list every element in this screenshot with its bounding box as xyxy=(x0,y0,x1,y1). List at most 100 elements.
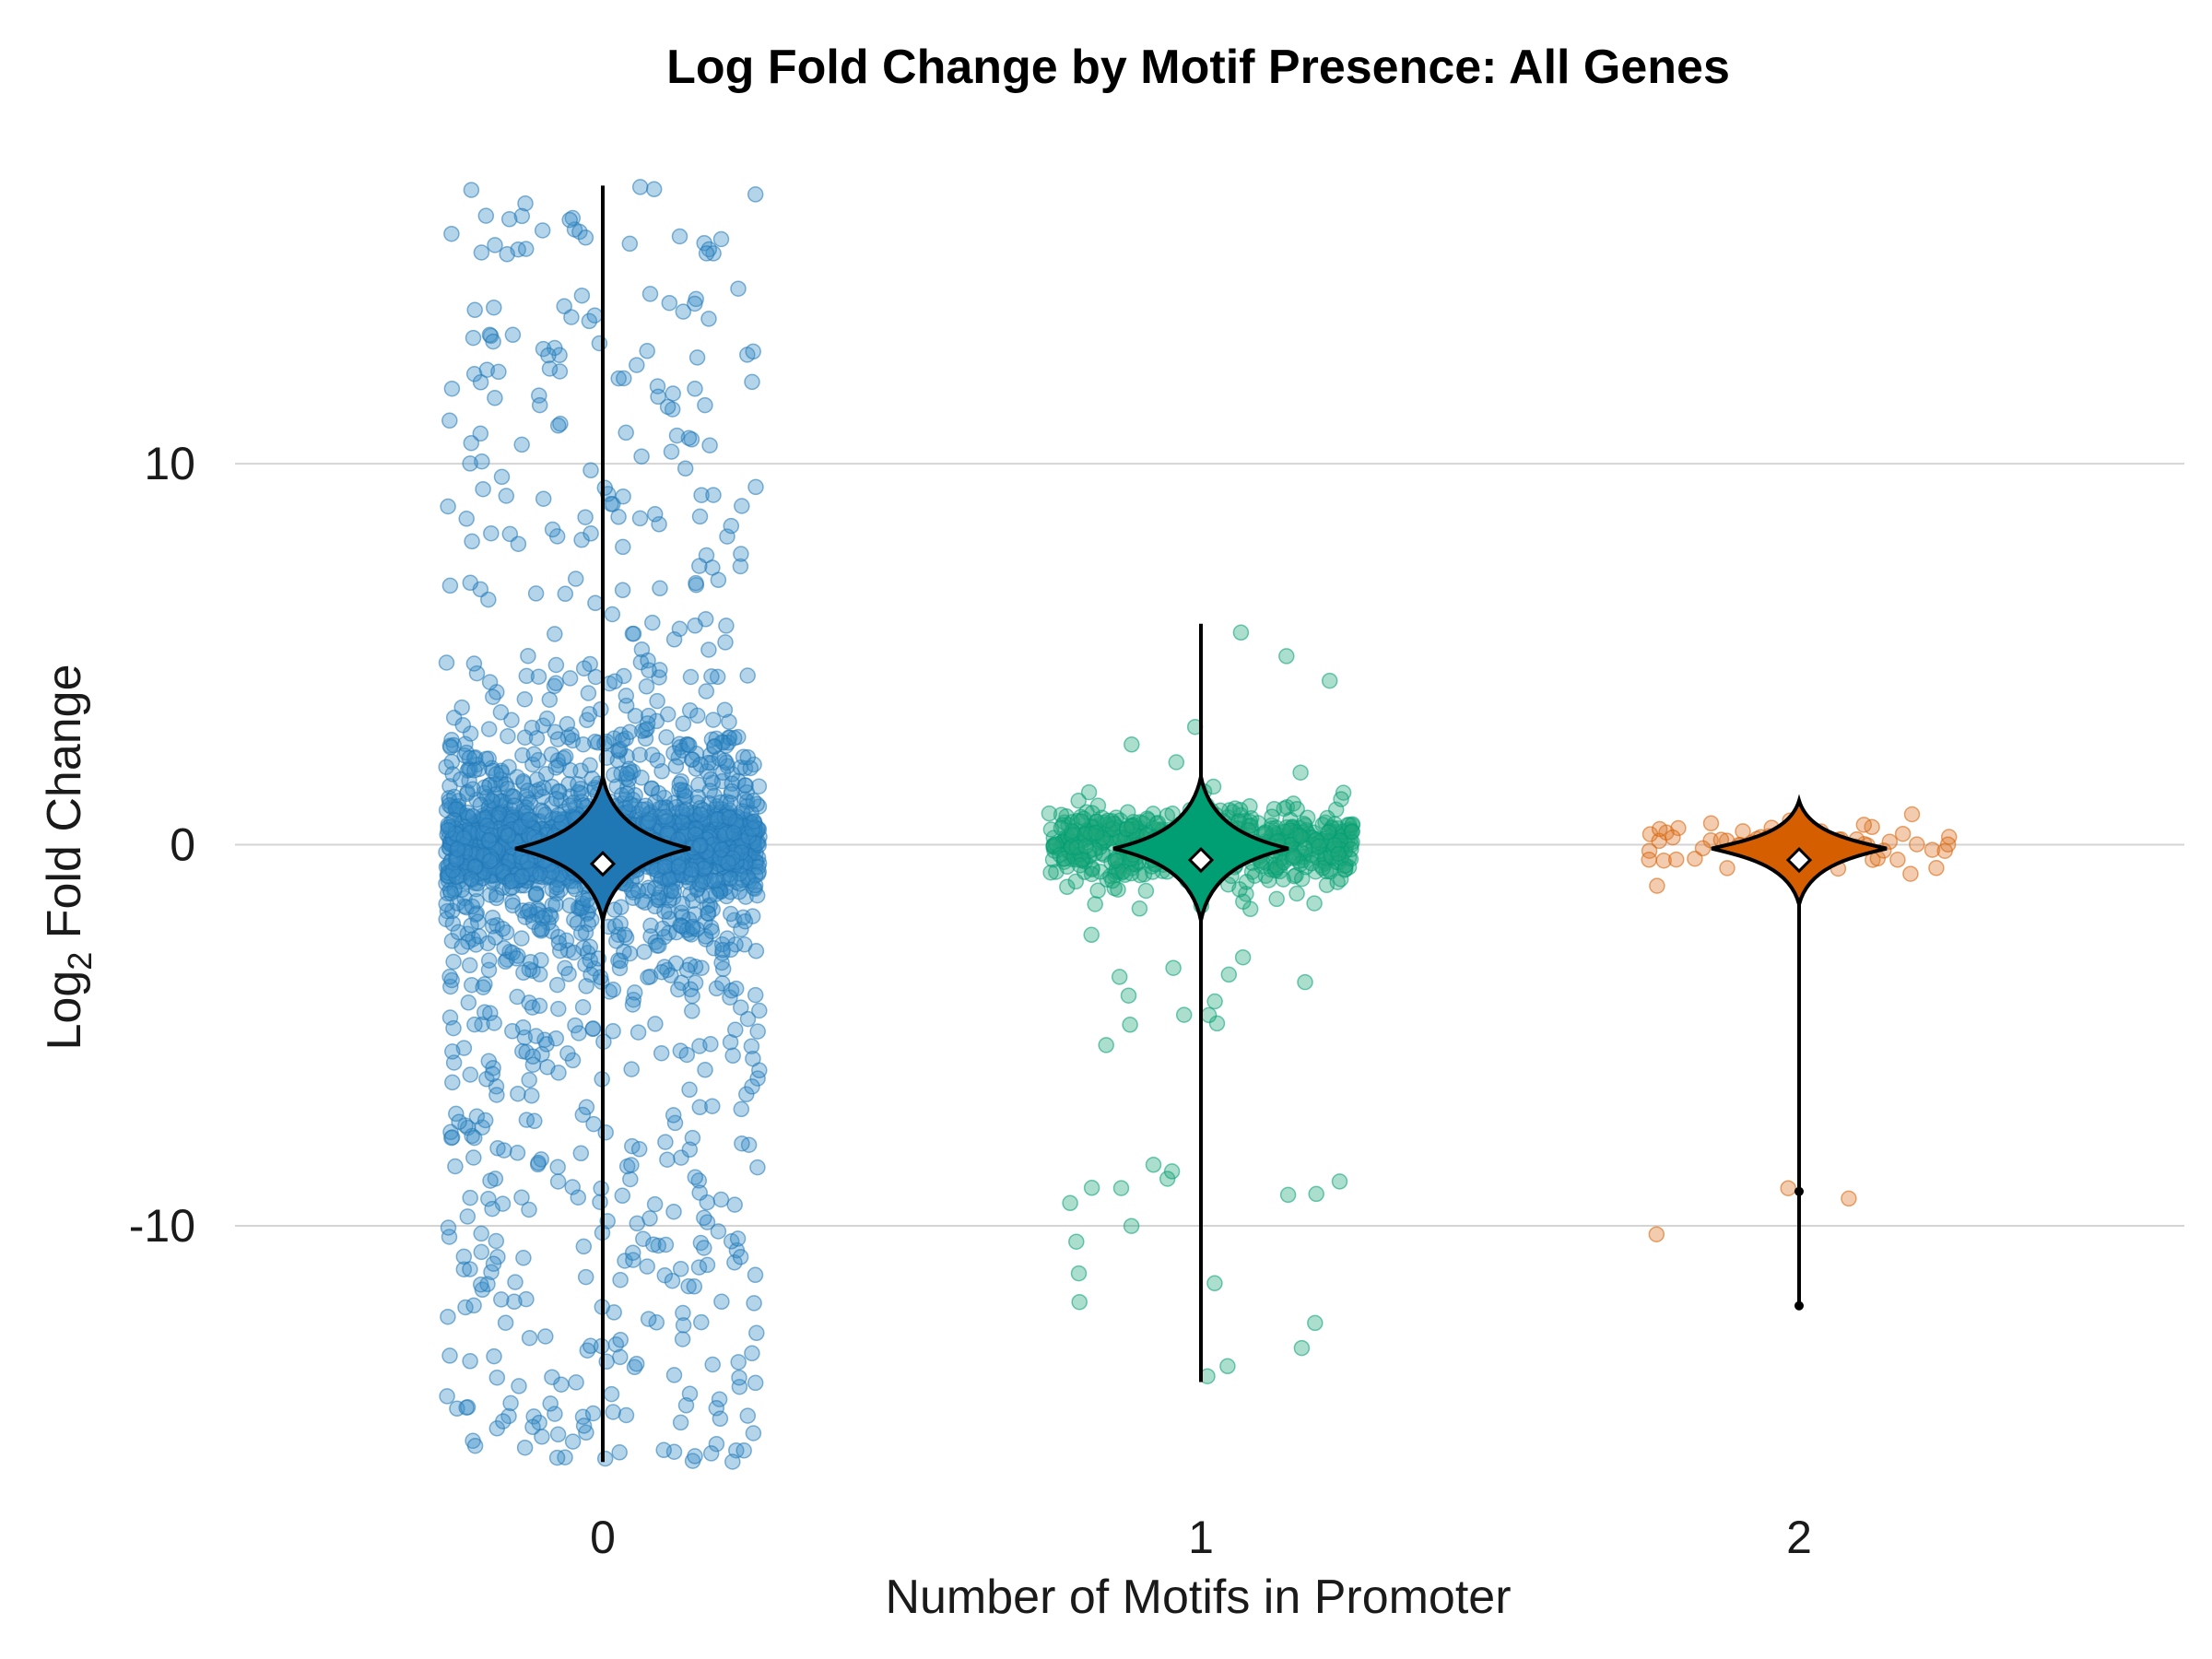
data-point xyxy=(612,1348,629,1366)
data-point xyxy=(475,480,491,498)
data-point xyxy=(1234,948,1252,966)
data-point xyxy=(1903,806,1921,823)
data-point xyxy=(739,1010,757,1028)
data-point xyxy=(561,670,579,687)
data-point xyxy=(503,712,520,729)
data-point xyxy=(739,1407,757,1424)
data-point xyxy=(732,558,749,575)
data-point xyxy=(495,1413,512,1430)
data-point xyxy=(722,794,739,811)
data-point xyxy=(621,235,639,253)
data-point xyxy=(1311,838,1327,855)
data-point xyxy=(653,1044,670,1062)
data-point xyxy=(567,880,584,898)
data-point xyxy=(736,912,754,930)
data-point xyxy=(465,1129,483,1147)
data-point xyxy=(641,1210,658,1227)
data-point xyxy=(1220,966,1238,983)
x-axis-label: Number of Motifs in Promoter xyxy=(885,1571,1511,1624)
data-point xyxy=(687,1169,704,1185)
data-point xyxy=(686,1278,703,1295)
data-point xyxy=(462,455,478,472)
data-point xyxy=(725,825,742,841)
data-point xyxy=(677,460,694,477)
data-point xyxy=(645,1236,662,1253)
data-point xyxy=(646,1195,664,1213)
data-point xyxy=(710,571,727,589)
data-point xyxy=(557,585,574,603)
data-point xyxy=(496,940,512,957)
data-point xyxy=(746,1295,762,1312)
data-point xyxy=(603,1385,620,1403)
y-axis-label-prefix: Log xyxy=(38,971,91,1051)
data-point xyxy=(500,727,516,745)
data-point xyxy=(610,370,627,387)
data-point xyxy=(604,606,621,623)
data-point xyxy=(582,938,599,956)
data-point xyxy=(525,746,543,762)
data-point xyxy=(449,841,466,858)
data-point xyxy=(735,1442,752,1459)
data-point xyxy=(1163,1163,1181,1180)
data-point xyxy=(513,1189,530,1206)
data-point xyxy=(1089,882,1106,900)
data-point xyxy=(692,756,709,773)
data-point xyxy=(575,1238,593,1255)
data-point xyxy=(570,1189,587,1206)
data-point xyxy=(537,806,554,823)
data-point xyxy=(1219,1358,1236,1375)
data-point xyxy=(708,1435,725,1453)
data-point xyxy=(531,396,548,414)
data-point xyxy=(1909,836,1925,853)
data-point xyxy=(488,1087,505,1103)
data-point xyxy=(477,1004,493,1021)
data-point xyxy=(485,688,501,705)
data-point xyxy=(652,580,668,597)
data-point xyxy=(570,776,586,793)
data-point xyxy=(474,453,490,470)
data-point xyxy=(443,933,461,949)
data-point xyxy=(441,577,459,594)
data-point xyxy=(681,1141,699,1159)
data-point xyxy=(703,668,720,685)
data-point xyxy=(527,585,545,602)
data-point xyxy=(702,1036,719,1053)
data-point xyxy=(724,1453,741,1470)
data-point xyxy=(480,1190,497,1207)
data-point xyxy=(463,182,480,198)
data-point xyxy=(493,468,511,486)
data-point xyxy=(716,701,734,718)
data-point xyxy=(618,1406,635,1424)
data-point xyxy=(704,1098,721,1114)
data-point xyxy=(460,994,477,1011)
data-point xyxy=(485,1059,501,1077)
data-point xyxy=(547,896,564,912)
violin-1 xyxy=(1112,623,1289,1382)
data-point xyxy=(1261,872,1277,888)
data-point xyxy=(547,1030,565,1047)
data-point xyxy=(1138,810,1156,827)
data-point xyxy=(465,329,482,347)
data-point xyxy=(1041,805,1058,822)
data-point xyxy=(473,1225,489,1242)
data-point xyxy=(1068,1233,1085,1250)
data-point xyxy=(521,1329,538,1347)
data-point xyxy=(493,1291,510,1308)
data-point xyxy=(1206,1275,1223,1292)
data-point xyxy=(640,969,656,986)
data-point xyxy=(444,766,461,782)
data-point xyxy=(616,667,632,685)
data-point xyxy=(1083,1180,1100,1196)
data-point xyxy=(1902,865,1919,882)
data-point xyxy=(516,690,534,708)
data-point xyxy=(548,879,565,896)
data-point xyxy=(521,1201,537,1218)
data-point xyxy=(1855,817,1873,833)
data-point xyxy=(439,1388,455,1405)
data-point xyxy=(468,665,486,682)
data-point xyxy=(517,194,534,212)
data-point xyxy=(639,721,655,737)
violin-2 xyxy=(1711,794,1888,1306)
data-point xyxy=(605,1023,621,1040)
data-point xyxy=(643,747,661,763)
